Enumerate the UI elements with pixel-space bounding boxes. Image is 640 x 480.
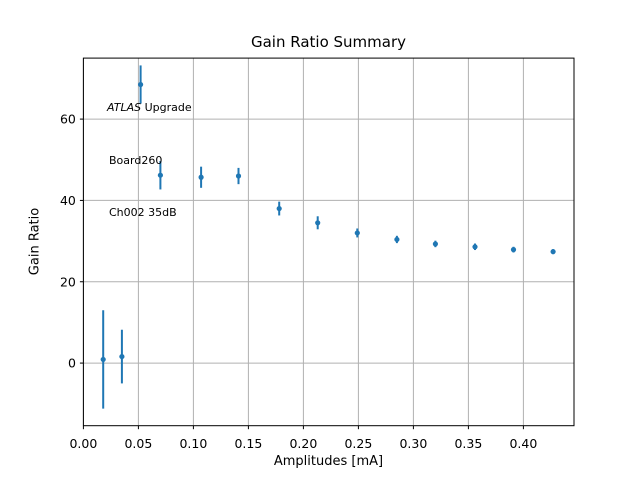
y-tick-label: 40 bbox=[60, 193, 76, 208]
data-point bbox=[315, 220, 321, 226]
x-tick-label: 0.15 bbox=[234, 436, 262, 451]
y-tick-label: 20 bbox=[60, 274, 76, 289]
annotation-text: ATLAS Upgrade Board260 Ch002 35dB bbox=[107, 64, 192, 257]
data-point bbox=[235, 173, 242, 179]
x-tick-label: 0.40 bbox=[509, 436, 537, 451]
annotation-line-3: Ch002 35dB bbox=[109, 206, 177, 219]
data-point bbox=[550, 249, 556, 255]
x-tick-label: 0.35 bbox=[454, 436, 482, 451]
x-tick-label: 0.10 bbox=[179, 436, 207, 451]
data-point bbox=[276, 205, 282, 212]
x-tick-label: 0.25 bbox=[344, 436, 372, 451]
data-point bbox=[394, 236, 400, 243]
chart-title: Gain Ratio Summary bbox=[250, 33, 407, 51]
data-point bbox=[119, 353, 125, 360]
axes-border bbox=[82, 57, 575, 427]
x-tick-label: 0.30 bbox=[399, 436, 427, 451]
data-point bbox=[157, 172, 163, 178]
data-point bbox=[354, 230, 360, 236]
y-tick-label: 60 bbox=[60, 112, 76, 127]
data-point bbox=[432, 241, 438, 247]
y-axis-label: Gain Ratio bbox=[27, 207, 43, 276]
annotation-experiment: ATLAS bbox=[107, 101, 142, 114]
data-point bbox=[472, 244, 478, 250]
data-point bbox=[138, 81, 144, 88]
x-axis-label: Amplitudes [mA] bbox=[273, 454, 384, 469]
data-point bbox=[198, 174, 204, 180]
annotation-line-1: ATLAS Upgrade bbox=[107, 99, 192, 117]
data-point bbox=[100, 356, 106, 363]
y-tick-label: 0 bbox=[68, 356, 76, 371]
x-tick-label: 0.00 bbox=[69, 436, 97, 451]
x-tick-label: 0.05 bbox=[124, 436, 152, 451]
annotation-upgrade: Upgrade bbox=[141, 101, 192, 114]
x-tick-label: 0.20 bbox=[289, 436, 317, 451]
annotation-line-2: Board260 bbox=[109, 153, 163, 167]
data-point bbox=[510, 247, 517, 253]
